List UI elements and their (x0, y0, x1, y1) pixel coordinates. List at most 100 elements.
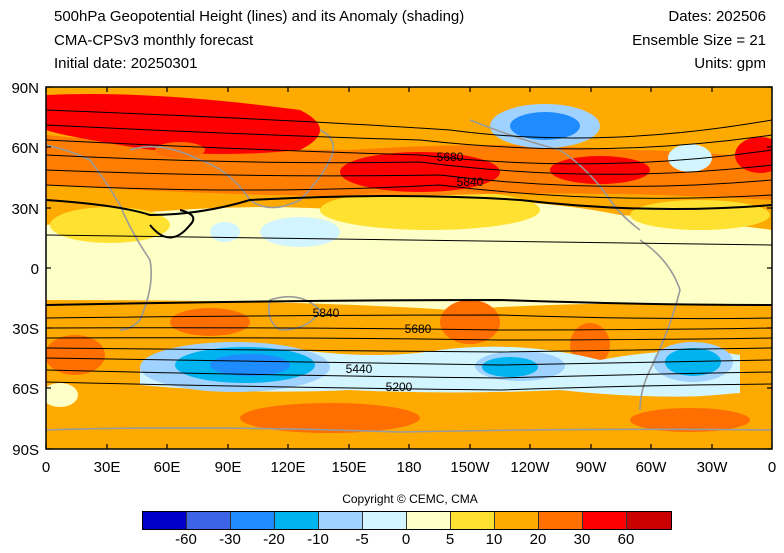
lon-label: 30E (94, 459, 121, 476)
contour-label: 5840 (457, 175, 484, 189)
shade-red-pacific (340, 152, 500, 192)
colorbar-swatch (275, 512, 319, 529)
lon-label: 90W (576, 459, 608, 476)
colorbar-swatch (539, 512, 583, 529)
coast-africa (46, 144, 153, 331)
contour-line-5840-n (46, 195, 772, 217)
colorbar-label: -5 (355, 531, 369, 548)
shade-orange-antarctic2 (630, 408, 750, 432)
contour-label: 5200 (386, 380, 413, 394)
colorbar-swatch (407, 512, 451, 529)
shade-yellow-africa (50, 207, 170, 243)
shade-pale-sw (46, 383, 78, 407)
contour-line (46, 184, 772, 199)
shade-blue-indian-core (210, 354, 290, 376)
shade-orange-s2 (440, 300, 500, 344)
lon-label: 30W (697, 459, 729, 476)
colorbar-label: -30 (219, 531, 241, 548)
colorbar-swatch (627, 512, 671, 529)
model-name: CMA-CPSv3 monthly forecast (54, 32, 254, 49)
colorbar-swatch (451, 512, 495, 529)
colorbar-label: 20 (529, 531, 547, 548)
lat-label: 60N (11, 140, 39, 157)
lat-label: 90S (12, 442, 39, 459)
contour-line (46, 337, 772, 341)
contour-line (46, 357, 772, 366)
colorbar-swatch (143, 512, 187, 529)
colorbar-swatch (231, 512, 275, 529)
shade-blue-greenland (668, 144, 712, 172)
colorbar-swatch (583, 512, 627, 529)
colorbar-swatch (495, 512, 539, 529)
shade-red-atlantic (735, 137, 772, 173)
coast-south-america (639, 239, 681, 411)
contour-line (46, 139, 772, 165)
lon-label: 180 (396, 459, 421, 476)
ensemble-size: Ensemble Size = 21 (632, 32, 766, 49)
lon-label: 0 (768, 459, 776, 476)
shade-pale-blue-india (210, 222, 240, 242)
units-label: Units: gpm (694, 55, 766, 72)
axis-ticks (45, 86, 773, 450)
contour-line (46, 381, 772, 391)
lon-label: 0 (42, 459, 50, 476)
shade-blue-arctic-core (510, 112, 580, 140)
colorbar-label: 30 (573, 531, 591, 548)
coast-australia (267, 295, 321, 331)
contour-labels: 5680 5840 5840 5680 5440 5200 (313, 150, 484, 394)
colorbar-label: -60 (175, 531, 197, 548)
contour-line (46, 314, 772, 320)
map-title: 500hPa Geopotential Height (lines) and i… (54, 8, 465, 25)
colorbar-label: 60 (617, 531, 635, 548)
shade-tropics-yellow (320, 190, 540, 230)
lat-label: 30N (11, 201, 39, 218)
contour-line (46, 327, 772, 331)
shade-orange-s1 (170, 308, 250, 336)
contour-line (46, 124, 772, 150)
lon-label: 90E (215, 459, 242, 476)
colorbar (142, 511, 672, 530)
lon-label: 60E (154, 459, 181, 476)
lon-label: 150W (450, 459, 490, 476)
shade-orange-antarctic1 (240, 403, 420, 433)
contour-label: 5680 (405, 322, 432, 336)
longitude-labels: 0 30E 60E 90E 120E 150E 180 150W 120W 90… (42, 459, 776, 476)
lon-label: 120W (510, 459, 550, 476)
colorbar-swatch (187, 512, 231, 529)
colorbar-label: 0 (401, 531, 411, 548)
contour-label: 5840 (313, 306, 340, 320)
colorbar-swatch (319, 512, 363, 529)
colorbar-label: -20 (263, 531, 285, 548)
shade-orange-patch (155, 142, 205, 158)
contour-line (46, 369, 772, 379)
contour-label: 5440 (346, 362, 373, 376)
shade-yellow-atlantic (630, 200, 770, 230)
shade-orange-s4 (46, 335, 105, 375)
contour-line (46, 154, 772, 175)
shade-red-europe-asia (46, 94, 320, 154)
lat-label: 60S (12, 381, 39, 398)
lon-label: 60W (636, 459, 668, 476)
forecast-dates: Dates: 202506 (668, 8, 766, 25)
coast-antarctica (46, 427, 772, 433)
colorbar-swatch (363, 512, 407, 529)
colorbar-label: -10 (307, 531, 329, 548)
lon-label: 150E (331, 459, 366, 476)
shade-blue-atlantic-core (665, 348, 721, 376)
shade-pale-blue-pacific (260, 217, 340, 247)
contour-line (46, 347, 772, 353)
contour-line-5880-n (149, 209, 195, 239)
shade-blue-pacific-core (482, 357, 538, 377)
colorbar-label: 10 (485, 531, 503, 548)
height-contours (46, 109, 772, 391)
contour-label: 5680 (437, 150, 464, 164)
contour-line (46, 109, 772, 139)
lat-label: 0 (31, 261, 39, 278)
colorbar-label: 5 (445, 531, 455, 548)
contour-line (46, 169, 772, 187)
copyright-notice: Copyright © CEMC, CMA (342, 492, 478, 506)
contour-line-5840-s (46, 298, 772, 306)
initial-date: Initial date: 20250301 (54, 55, 198, 72)
latitude-labels: 90N 60N 30N 0 30S 60S 90S (11, 80, 39, 459)
